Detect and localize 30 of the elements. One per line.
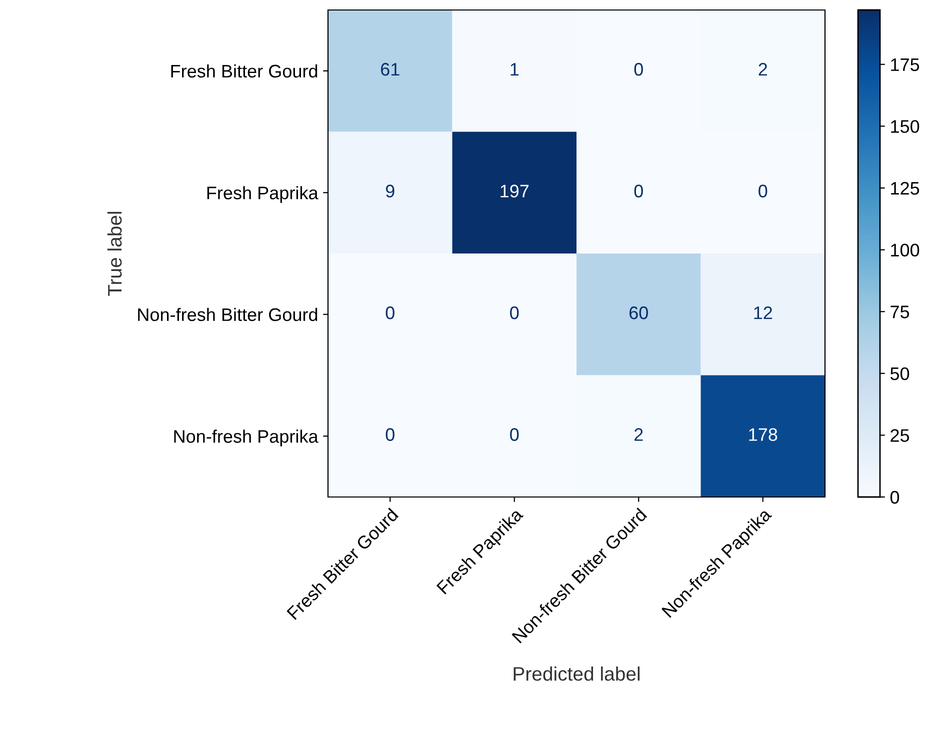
color-bar-label: 175 <box>891 58 920 72</box>
color-bar-label: 25 <box>890 429 910 442</box>
y-tick-label: Fresh Paprika <box>207 186 318 203</box>
y-tick-label: Non-fresh Bitter Gourd <box>138 308 318 322</box>
data-label: 1 <box>510 63 519 76</box>
data-label: 0 <box>510 428 519 441</box>
data-label: 61 <box>381 62 400 76</box>
y-tick-label: Non-fresh Paprika <box>174 430 318 446</box>
data-label: 2 <box>758 62 767 76</box>
color-bar-label: 150 <box>891 120 920 133</box>
data-label: 0 <box>510 306 519 320</box>
color-bar-label: 125 <box>891 182 920 195</box>
data-label: 60 <box>630 306 648 320</box>
color-bar-label: 50 <box>890 367 910 380</box>
data-label: 0 <box>386 306 394 320</box>
color-bar-label: 0 <box>890 490 900 504</box>
data-label: 0 <box>634 184 643 198</box>
data-label: 2 <box>634 428 643 441</box>
color-bar-label: 100 <box>891 244 920 257</box>
x-axis-title: Predicted label <box>514 666 640 681</box>
data-label: 0 <box>758 184 768 198</box>
data-label: 178 <box>749 428 778 441</box>
y-axis-title: True label <box>107 212 122 296</box>
y-tick-label: Fresh Bitter Gourd <box>171 64 318 78</box>
data-label: 12 <box>754 306 772 320</box>
data-label: 197 <box>500 184 529 198</box>
color-bar-label: 75 <box>890 306 910 318</box>
data-label: 0 <box>386 428 394 441</box>
data-label: 9 <box>386 184 394 198</box>
data-label: 0 <box>634 62 643 76</box>
